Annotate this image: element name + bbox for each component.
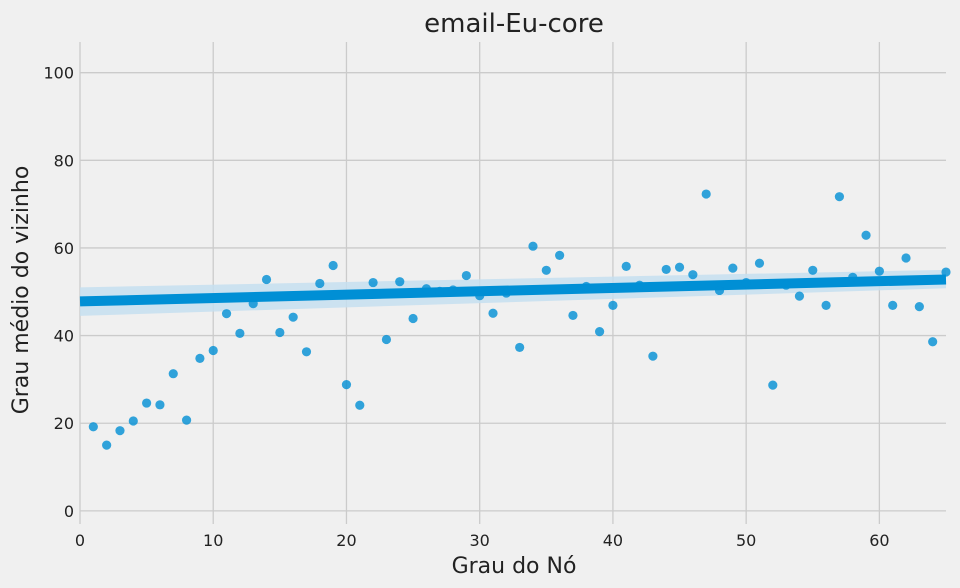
data-point-35 [555, 250, 565, 260]
data-point-19 [341, 380, 352, 390]
x-tick-label-1: 10 [203, 531, 223, 550]
y-axis-label: Grau médio do vizinho [9, 166, 34, 415]
data-point-26 [435, 286, 445, 296]
x-tick-label-3: 30 [470, 531, 490, 550]
data-point-55 [821, 300, 831, 310]
y-tick-label-2: 40 [54, 327, 74, 346]
y-tick-label-1: 20 [54, 414, 74, 433]
y-tick-label-4: 80 [54, 151, 74, 170]
chart-title: email-Eu-core [424, 9, 604, 39]
data-point-56 [834, 192, 845, 202]
y-tick-labels: 0 20 40 60 80 100 [43, 64, 74, 521]
scatter-points [88, 189, 951, 450]
data-point-10 [221, 309, 232, 319]
data-point-28 [461, 270, 471, 281]
data-point-46 [701, 189, 711, 199]
data-point-23 [395, 277, 405, 287]
data-point-27 [448, 285, 458, 295]
data-point-17 [315, 278, 325, 289]
data-point-63 [928, 337, 938, 347]
data-point-34 [541, 265, 551, 275]
data-point-37 [581, 281, 591, 292]
data-point-3 [128, 416, 138, 426]
data-point-49 [741, 277, 751, 288]
data-point-16 [301, 347, 312, 357]
data-point-25 [421, 284, 431, 294]
data-point-60 [888, 300, 898, 310]
data-point-14 [275, 327, 285, 338]
x-tick-label-4: 40 [603, 531, 623, 550]
data-point-44 [674, 262, 685, 272]
data-point-30 [488, 308, 498, 318]
data-point-32 [515, 342, 525, 353]
x-tick-label-0: 0 [75, 531, 85, 550]
data-point-51 [768, 380, 778, 390]
data-point-1 [102, 440, 112, 450]
data-point-0 [88, 422, 98, 432]
data-point-53 [794, 291, 805, 301]
data-point-61 [901, 253, 911, 263]
data-point-41 [634, 280, 645, 290]
data-point-5 [155, 400, 165, 410]
regression-line [79, 274, 947, 307]
data-point-57 [848, 272, 858, 282]
data-point-39 [608, 300, 618, 310]
y-tick-label-0: 0 [64, 502, 74, 521]
data-point-4 [142, 398, 152, 408]
x-tick-label-2: 20 [336, 531, 356, 550]
data-point-12 [248, 298, 258, 309]
data-point-24 [408, 313, 418, 324]
data-point-62 [914, 302, 924, 312]
data-point-45 [688, 270, 698, 280]
regression-line-group [79, 274, 947, 307]
data-point-7 [181, 415, 192, 425]
data-point-36 [568, 310, 578, 321]
data-point-40 [621, 261, 631, 271]
data-point-31 [501, 288, 511, 298]
data-point-6 [168, 369, 178, 379]
data-point-8 [195, 353, 205, 363]
data-point-58 [861, 230, 871, 240]
data-point-59 [874, 266, 884, 276]
data-point-42 [648, 351, 658, 361]
y-tick-label-5: 100 [43, 64, 74, 83]
x-tick-labels: 0 10 20 30 40 50 60 [75, 531, 890, 550]
data-point-29 [475, 291, 485, 301]
data-point-52 [781, 280, 791, 290]
data-point-54 [808, 265, 818, 275]
data-point-50 [754, 258, 765, 268]
data-point-9 [208, 345, 218, 356]
data-point-43 [661, 264, 671, 275]
data-point-2 [115, 426, 125, 436]
x-axis-label: Grau do Nó [452, 554, 577, 579]
data-point-13 [261, 274, 272, 285]
data-point-11 [235, 328, 245, 338]
y-tick-label-3: 60 [54, 239, 74, 258]
data-point-64 [941, 267, 951, 277]
data-point-47 [714, 285, 725, 296]
data-point-18 [328, 260, 338, 271]
data-point-21 [368, 277, 378, 288]
data-point-33 [528, 241, 538, 251]
x-tick-label-5: 50 [736, 531, 756, 550]
data-point-48 [728, 263, 738, 273]
data-point-22 [381, 334, 392, 345]
data-point-20 [355, 400, 365, 410]
x-tick-label-6: 60 [869, 531, 889, 550]
data-point-38 [595, 327, 605, 337]
data-point-15 [288, 312, 298, 322]
